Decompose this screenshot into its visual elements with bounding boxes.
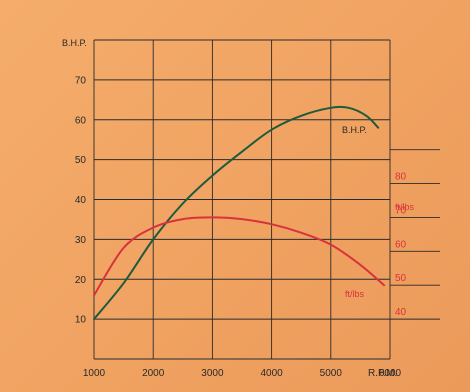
- series-line-bhp: [93, 105, 380, 321]
- series-lines: [93, 105, 386, 321]
- y-tick-label: 30: [75, 235, 87, 246]
- y2-tick-label: 80: [395, 172, 407, 183]
- y2-tick-label: 60: [395, 239, 407, 250]
- x-tick-label: 3000: [201, 368, 224, 379]
- series-label-torque: ft/lbs: [345, 289, 365, 299]
- x-axis-label: R.P.M.: [368, 368, 397, 379]
- series-label-bhp: B.H.P.: [342, 125, 367, 135]
- y2-tick-label: 40: [395, 307, 407, 318]
- y-tick-label: 50: [75, 155, 87, 166]
- axis-labels: 10 20 30 40 50 60 70 B.H.P. 1000 2000 3000 4000 5000…: [62, 38, 415, 379]
- x-tick-label: 6000: [379, 368, 402, 379]
- y-tick-label: 60: [75, 115, 87, 126]
- y-tick-label: 20: [75, 275, 87, 286]
- series-line-torque: [93, 216, 386, 297]
- y-tick-label: 10: [75, 315, 87, 326]
- y-tick-label: 40: [75, 195, 87, 206]
- y-tick-label: 70: [75, 75, 87, 86]
- grid-lines: [93, 39, 391, 360]
- y2-axis-label: ft/lbs: [395, 202, 415, 212]
- y-axis-label: B.H.P.: [62, 38, 87, 48]
- x-tick-label: 5000: [320, 368, 343, 379]
- y2-tick-label: 70: [395, 205, 407, 216]
- x-tick-label: 1000: [83, 368, 106, 379]
- x-tick-label: 2000: [142, 368, 165, 379]
- right-axis-ticks: [390, 149, 440, 320]
- y2-tick-label: 50: [395, 273, 407, 284]
- x-tick-label: 4000: [260, 368, 283, 379]
